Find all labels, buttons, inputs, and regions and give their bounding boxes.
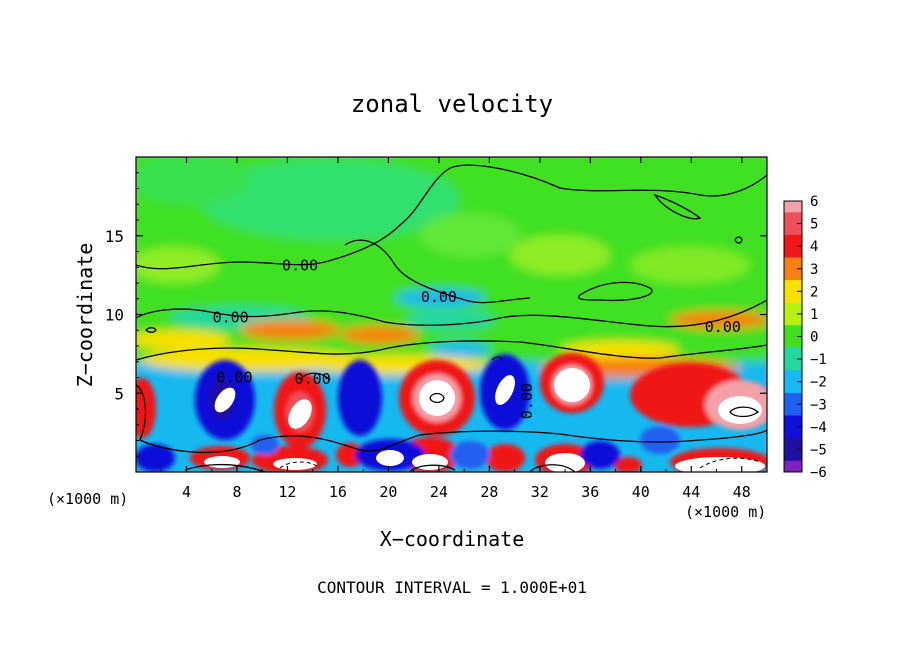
- colorbar-swatch: [784, 246, 802, 258]
- y-axis-label: Z−coordinate: [73, 243, 97, 388]
- y-tick-label: 5: [114, 384, 124, 403]
- x-axis-label: X−coordinate: [380, 527, 525, 551]
- colorbar-swatch: [784, 234, 802, 247]
- x-unit-right: (×1000 m): [685, 503, 766, 521]
- colorbar-swatch: [784, 201, 802, 213]
- contour-interval-footer: CONTOUR INTERVAL = 1.000E+01: [317, 578, 587, 597]
- colorbar-swatch: [784, 460, 802, 473]
- contour-label: 0.00: [216, 369, 252, 387]
- chart-title: zonal velocity: [351, 90, 553, 118]
- colorbar-swatch: [784, 280, 802, 292]
- x-tick-label: 12: [278, 483, 296, 501]
- colorbar-swatch: [784, 212, 802, 225]
- colorbar-swatch: [784, 257, 802, 270]
- colorbar-label: −5: [810, 442, 827, 458]
- negative-contours: [279, 457, 761, 469]
- colorbar-swatch: [784, 449, 802, 462]
- velocity-field: [136, 157, 767, 472]
- colorbar-label: −6: [810, 465, 827, 481]
- x-tick-label: 40: [632, 483, 650, 501]
- contour-lines: [136, 164, 767, 472]
- x-tick-label: 8: [232, 483, 241, 501]
- contour-label: 0.00: [421, 288, 457, 306]
- contour-label: 0.00: [295, 370, 331, 388]
- colorbar-label: −2: [810, 375, 827, 391]
- colorbar-swatch: [784, 426, 802, 439]
- colorbar-label: 3: [810, 262, 818, 278]
- x-axis: 4 8 12 16 20 24 28 32 36 40 44 48: [160, 157, 751, 501]
- colorbar-label: 2: [810, 284, 818, 300]
- x-tick-label: 44: [682, 483, 700, 501]
- x-unit-left: (×1000 m): [47, 490, 128, 508]
- colorbar-swatch: [784, 347, 802, 360]
- x-tick-label: 28: [480, 483, 498, 501]
- contour-label: 0.00: [213, 309, 249, 327]
- colorbar-swatch: [784, 392, 802, 405]
- x-tick-label: 4: [182, 483, 191, 501]
- colorbar-swatch: [784, 370, 802, 383]
- y-axis: 5 10 15: [105, 172, 767, 457]
- contour-labels: 0.00 0.00 0.00 0.00 0.00 0.00 0.00: [213, 257, 741, 420]
- colorbar-swatch: [784, 415, 802, 428]
- x-tick-label: 16: [329, 483, 347, 501]
- contour-label: 0.00: [518, 383, 536, 419]
- colorbar-label: 5: [810, 217, 818, 233]
- colorbar-label: 6: [810, 194, 818, 210]
- colorbar-swatch: [784, 438, 802, 450]
- colorbar-label: −3: [810, 397, 827, 413]
- colorbar-swatch: [784, 404, 802, 417]
- colorbar-swatch: [784, 223, 802, 236]
- x-tick-label: 48: [733, 483, 751, 501]
- colorbar-swatch: [784, 325, 802, 337]
- contour-label: 0.00: [282, 257, 318, 275]
- colorbar-swatch: [784, 302, 802, 315]
- colorbar-label: −4: [810, 420, 827, 436]
- colorbar-swatch: [784, 336, 802, 349]
- y-tick-label: 15: [105, 227, 124, 246]
- colorbar-swatch: [784, 381, 802, 394]
- colorbar-label: 4: [810, 239, 818, 255]
- colorbar-swatch: [784, 313, 802, 326]
- colorbar-swatch: [784, 359, 802, 371]
- colorbar-label: −1: [810, 352, 827, 368]
- colorbar-label: 1: [810, 307, 818, 323]
- colorbar: 6 5 4 3 2 1 0 −1 −2 −3 −4 −5 −6: [783, 194, 827, 481]
- y-tick-label: 10: [105, 306, 124, 325]
- x-tick-label: 24: [430, 483, 448, 501]
- contour-label: 0.00: [705, 318, 741, 336]
- colorbar-swatch: [784, 268, 802, 281]
- x-tick-label: 32: [531, 483, 549, 501]
- x-tick-label: 36: [581, 483, 599, 501]
- colorbar-swatch: [784, 291, 802, 304]
- colorbar-label: 0: [810, 330, 818, 346]
- x-tick-label: 20: [379, 483, 397, 501]
